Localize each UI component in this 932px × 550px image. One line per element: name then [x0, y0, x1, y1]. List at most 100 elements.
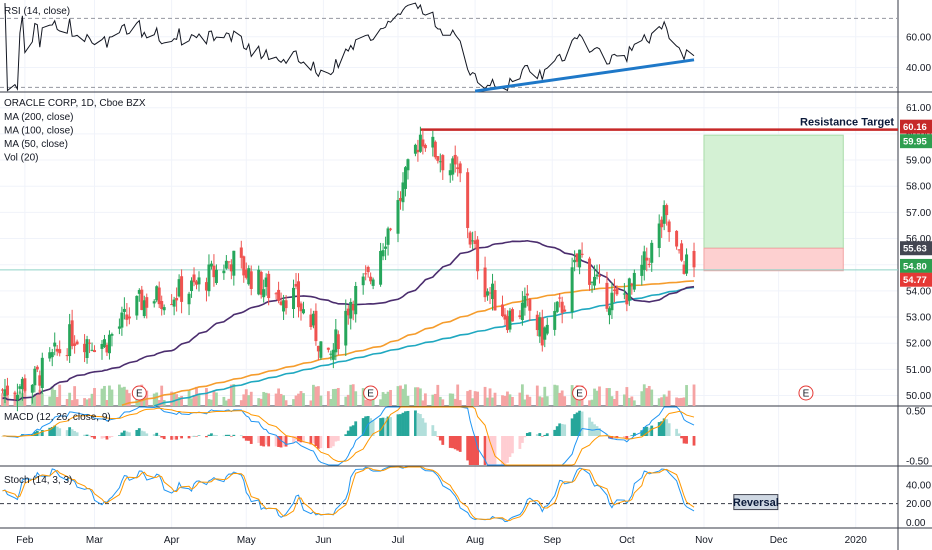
x-tick-label: Aug: [466, 535, 484, 546]
legend-entry: MA (50, close): [4, 139, 68, 150]
price-tag-label: 60.16: [903, 122, 927, 133]
macd-histogram-bar: [215, 435, 218, 436]
macd-histogram-bar: [180, 436, 183, 439]
candle-body: [476, 239, 480, 272]
volume-bar: [493, 392, 497, 406]
candle-body: [50, 352, 54, 358]
macd-histogram-bar: [55, 426, 59, 436]
macd-histogram-bar: [558, 423, 562, 436]
volume-bar: [227, 398, 231, 406]
x-tick-label: Jun: [315, 535, 331, 546]
x-tick-label: May: [237, 535, 256, 546]
macd-histogram-bar: [177, 436, 181, 437]
macd-histogram-bar: [486, 436, 489, 465]
volume-bar: [396, 386, 400, 406]
candle-body: [309, 314, 313, 328]
candle-body: [93, 350, 97, 353]
macd-histogram-bar: [68, 427, 72, 436]
volume-bar: [458, 400, 462, 406]
candle-body: [593, 276, 597, 286]
candle-body: [232, 250, 236, 276]
candle-body: [170, 304, 174, 306]
candle-body: [510, 309, 514, 322]
volume-bar: [613, 398, 616, 406]
macd-histogram-bar: [588, 417, 591, 436]
macd-histogram-bar: [207, 434, 211, 436]
macd-histogram-bar: [389, 417, 392, 436]
volume-bar: [35, 393, 39, 406]
macd-histogram-bar: [192, 435, 196, 437]
volume-bar: [157, 400, 161, 406]
macd-histogram-bar: [88, 435, 91, 437]
volume-bar: [511, 396, 514, 406]
macd-histogram-bar: [416, 413, 420, 436]
earnings-marker: [131, 385, 147, 401]
macd-histogram-bar: [662, 418, 666, 436]
macd-histogram-bar: [401, 412, 405, 436]
volume-bar: [645, 388, 649, 406]
volume-bar: [528, 396, 532, 406]
candle-body: [436, 156, 440, 161]
rsi-line: [4, 2, 695, 92]
candle-body: [453, 154, 457, 165]
volume-bar: [122, 386, 126, 406]
volume-bar: [610, 396, 614, 406]
volume-bar: [93, 388, 96, 406]
stoch-pane: Reversal: [0, 466, 898, 523]
stop-zone: [703, 247, 844, 272]
macd-histogram-bar: [336, 436, 340, 441]
volume-bar: [354, 391, 358, 406]
candle-body: [311, 313, 315, 326]
volume-bar: [317, 386, 320, 406]
candle-body: [40, 357, 44, 388]
candle-body: [508, 310, 512, 330]
volume-bar: [329, 398, 333, 406]
macd-histogram-bar: [190, 436, 193, 437]
volume-bar: [593, 388, 596, 406]
macd-histogram-bar: [187, 436, 191, 439]
candle-body: [3, 389, 7, 397]
ma-line-0: [153, 286, 695, 407]
rsi-y-tick: 60.00: [906, 32, 931, 43]
candle-body: [18, 386, 22, 389]
macd-histogram-bar: [366, 416, 370, 436]
candle-body: [563, 309, 567, 312]
earnings-label: E: [136, 389, 143, 400]
candle-body: [331, 349, 335, 360]
candle-body: [180, 276, 184, 302]
volume-bar: [103, 385, 106, 406]
macd-histogram-bar: [640, 430, 644, 436]
volume-bar: [506, 391, 509, 406]
legend-entry: MA (200, close): [4, 112, 73, 123]
candle-body: [540, 317, 544, 346]
volume-bar: [267, 393, 271, 406]
candle-body: [401, 182, 405, 203]
candle-body: [386, 228, 390, 245]
macd-pane: [1, 406, 696, 466]
volume-bar: [127, 393, 131, 406]
candle-body: [204, 282, 208, 291]
macd-histogram-bar: [195, 436, 198, 437]
candle-body: [558, 297, 562, 299]
macd-histogram-bar: [259, 436, 263, 446]
candle-body: [680, 243, 684, 261]
volume-bar: [83, 398, 86, 406]
volume-bar: [570, 385, 574, 406]
candle-body: [23, 378, 27, 391]
volume-bar: [312, 384, 315, 406]
macd-histogram-bar: [110, 436, 114, 437]
macd-histogram-bar: [48, 427, 52, 436]
candle-body: [102, 339, 106, 348]
macd-histogram-bar: [458, 436, 462, 452]
macd-histogram-bar: [493, 436, 497, 465]
volume-bar: [319, 395, 323, 406]
candle-body: [177, 279, 181, 297]
volume-bar: [1, 393, 4, 406]
candle-body: [5, 385, 9, 395]
resistance-label: Resistance Target: [800, 117, 894, 129]
candle-body: [267, 273, 271, 299]
price-y-tick: 59.00: [906, 156, 931, 167]
candle-body: [433, 141, 437, 158]
macd-histogram-bar: [506, 436, 509, 463]
volume-bar: [331, 389, 335, 406]
